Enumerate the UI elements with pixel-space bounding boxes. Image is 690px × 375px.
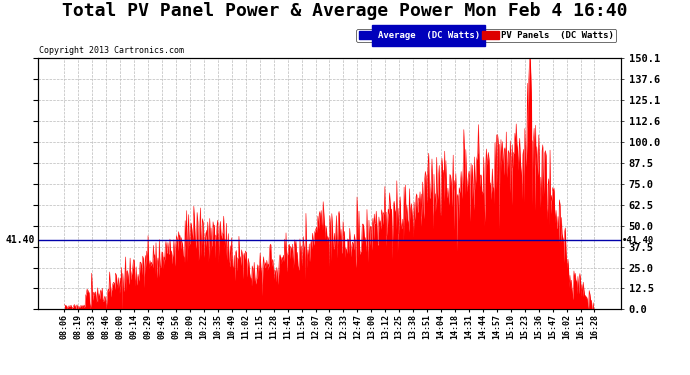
Text: Copyright 2013 Cartronics.com: Copyright 2013 Cartronics.com: [39, 46, 184, 55]
Text: Total PV Panel Power & Average Power Mon Feb 4 16:40: Total PV Panel Power & Average Power Mon…: [62, 2, 628, 20]
Text: 41.40: 41.40: [6, 235, 35, 245]
Legend: Average  (DC Watts), PV Panels  (DC Watts): Average (DC Watts), PV Panels (DC Watts): [356, 29, 616, 42]
Text: •41.40: •41.40: [622, 236, 654, 244]
